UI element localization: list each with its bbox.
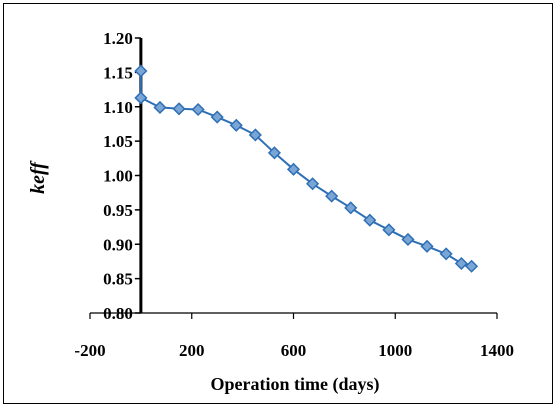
data-point [306,177,320,191]
y-tick-label: 1.20 [103,29,133,48]
data-point [210,110,224,124]
data-point [401,232,415,246]
x-tick-label: 600 [281,341,307,360]
y-tick-label: 1.10 [103,98,133,117]
data-point [454,256,468,271]
series-line [139,71,472,268]
x-tick-labels: -200 200 600 1000 1400 [74,341,514,360]
data-point [344,201,358,215]
series-group [134,64,479,273]
data-point [382,223,396,237]
data-point [465,259,479,273]
data-point [191,102,205,117]
data-point [153,100,167,114]
axes [89,37,498,319]
data-point [325,189,339,203]
y-tick-label: 0.85 [103,270,133,289]
data-point [363,213,377,227]
chart-frame [3,3,553,404]
data-point [267,146,281,160]
y-tick-label: 0.95 [103,201,133,220]
data-point [420,239,434,253]
y-tick-label: 1.05 [103,132,133,151]
data-point [134,91,148,105]
y-tick-label: 0.80 [103,304,133,323]
y-tick-labels: 0.80 0.85 0.90 0.95 1.00 1.05 1.10 1.15 1.20 [103,29,133,323]
x-axis-label: Operation time (days) [211,374,380,395]
y-tick-label: 1.00 [103,167,133,186]
data-point [439,247,453,261]
data-point [172,102,186,116]
x-tick-label: 1400 [480,341,514,360]
x-tick-label: -200 [74,341,105,360]
data-point [134,64,148,78]
x-tick-label: 200 [179,341,205,360]
y-axis-label: keff [27,160,49,194]
x-tick-label: 1000 [378,341,412,360]
data-point [286,162,301,176]
y-tick-label: 0.90 [103,235,133,254]
data-point [248,128,262,142]
data-point [229,118,243,132]
y-tick-label: 1.15 [103,63,133,82]
